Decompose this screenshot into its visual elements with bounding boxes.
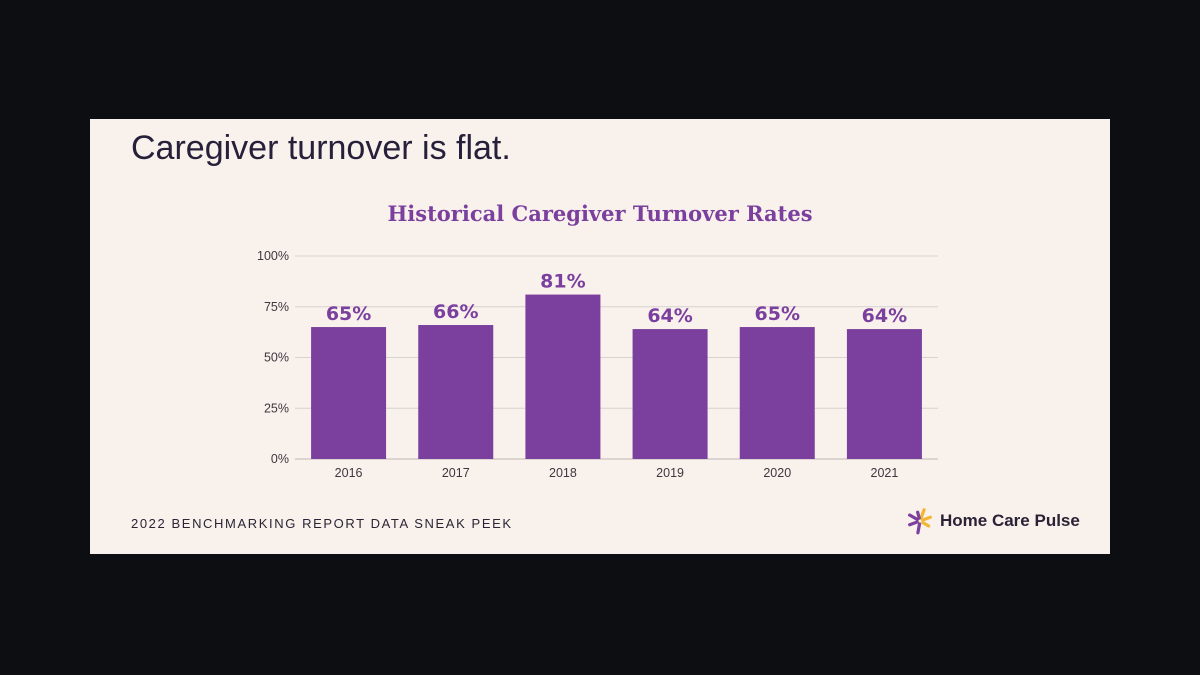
y-tick-label: 25% — [264, 401, 289, 415]
x-tick-label: 2016 — [335, 466, 363, 480]
chart-title: Historical Caregiver Turnover Rates — [387, 201, 813, 226]
x-tick-label: 2018 — [549, 466, 577, 480]
logo-ray — [920, 520, 931, 528]
bar-2016 — [311, 327, 387, 459]
y-tick-label: 100% — [257, 249, 289, 263]
x-tick-label: 2017 — [442, 466, 470, 480]
gridlines — [295, 255, 938, 460]
bar-2019 — [632, 329, 708, 459]
data-label: 81% — [540, 271, 585, 293]
brand-logo: Home Care Pulse — [906, 507, 1080, 535]
burst-logo-icon — [908, 508, 932, 535]
data-label: 65% — [326, 303, 371, 325]
slide: Caregiver turnover is flat. Historical C… — [90, 119, 1110, 554]
x-tick-label: 2021 — [871, 466, 899, 480]
logo-ray — [921, 515, 932, 522]
x-tick-label: 2020 — [763, 466, 791, 480]
slide-headline: Caregiver turnover is flat. — [131, 129, 511, 167]
bar-2020 — [739, 327, 815, 459]
brand-name: Home Care Pulse — [940, 511, 1080, 530]
logo-ray — [916, 522, 922, 535]
y-tick-label: 75% — [264, 300, 289, 314]
data-label: 65% — [755, 303, 800, 325]
logo-ray — [919, 508, 926, 520]
logo-ray — [908, 513, 920, 522]
y-tick-label: 50% — [264, 351, 289, 365]
data-label: 66% — [433, 301, 478, 323]
x-tick-label: 2019 — [656, 466, 684, 480]
data-labels: 65% 66% 81% 64% 65% 64% — [326, 271, 907, 328]
logo-ray — [908, 520, 919, 527]
bar-chart: 65% 66%81%64% 65% 64% 0%25%50%75%100% 2016 2… — [257, 249, 938, 480]
bar-2017 — [418, 325, 494, 459]
data-label: 64% — [647, 305, 692, 327]
bar-2018 — [525, 294, 601, 459]
bar-2021 — [846, 329, 922, 459]
y-axis-ticks: 0% 25% 50% 75% 100% — [257, 249, 289, 466]
bars — [311, 294, 922, 459]
footer-text: 2022 BENCHMARKING REPORT DATA SNEAK PEEK — [131, 516, 513, 531]
logo-ray — [916, 510, 921, 520]
y-tick-label: 0% — [271, 452, 289, 466]
data-label: 64% — [862, 305, 907, 327]
x-axis-ticks: 2016 2017 2018 2019 2020 2021 — [335, 466, 899, 480]
